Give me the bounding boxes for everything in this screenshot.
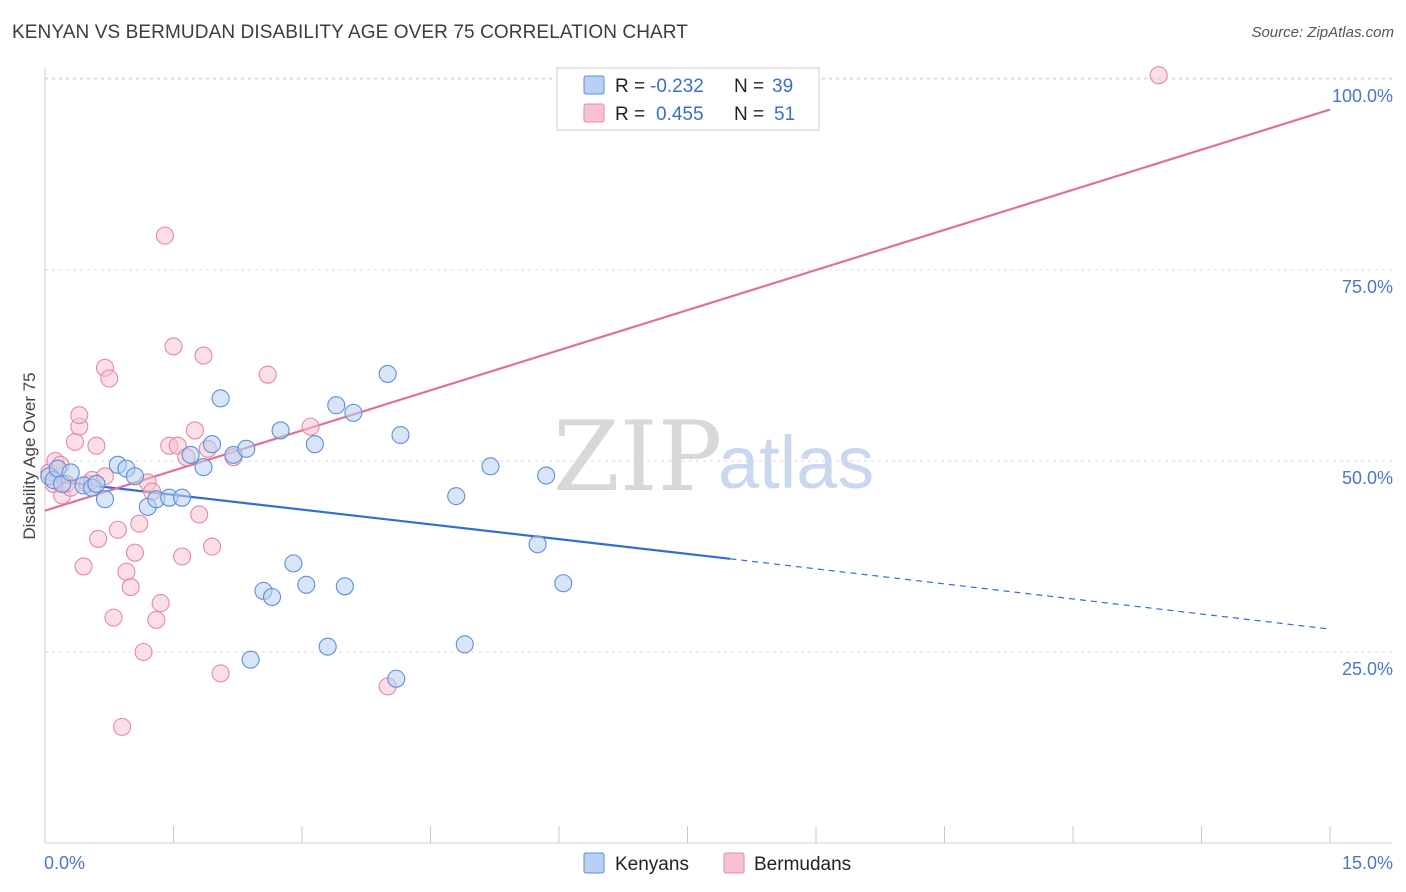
kenyan-point — [305, 435, 324, 454]
bermudans-legend-swatch — [583, 103, 605, 123]
watermark: ZIP atlas — [553, 401, 874, 513]
y-tick-label: 100.0% — [1332, 86, 1393, 106]
bermudan-point — [113, 717, 132, 736]
bermudans-series-swatch — [723, 852, 745, 874]
bermudan-point — [258, 365, 277, 384]
bermudan-point — [190, 505, 209, 524]
watermark-zip-text: ZIP — [553, 401, 722, 513]
kenyan-point — [387, 669, 406, 688]
bermudan-point — [121, 578, 140, 597]
axes — [44, 68, 1392, 844]
bermudan-point — [194, 346, 213, 365]
kenyan-point — [125, 467, 144, 486]
y-tick-label: 50.0% — [1342, 468, 1393, 488]
bermudan-point — [100, 369, 119, 388]
kenyan-point — [344, 403, 363, 422]
kenyan-point — [262, 587, 282, 607]
data-points — [40, 66, 1168, 736]
bermudan-point — [134, 642, 153, 662]
kenyan-point — [455, 635, 474, 654]
kenyans-legend-swatch — [583, 75, 605, 95]
kenyan-point — [237, 439, 256, 458]
kenyan-point — [181, 445, 200, 464]
kenyan-point — [528, 535, 547, 554]
kenyan-point — [271, 421, 290, 440]
bermudan-point — [203, 537, 222, 556]
kenyan-point — [61, 463, 80, 482]
bermudan-point — [87, 436, 106, 455]
x-tick-label: 0.0% — [44, 853, 85, 873]
bermudan-point — [211, 664, 230, 683]
source-credit: Source: ZipAtlas.com — [1251, 24, 1394, 41]
kenyan-point — [241, 650, 260, 669]
kenyan-point — [481, 457, 500, 476]
kenyan-point — [554, 574, 573, 593]
bermudan-trend-line — [44, 108, 1331, 512]
stats-legend: R = -0.232 N = 39 R = 0.455 N = 51 — [556, 67, 820, 131]
kenyan-point — [284, 554, 303, 573]
bermudan-point — [173, 547, 192, 566]
bermudans-r-label: R = — [615, 104, 645, 125]
kenyan-point — [537, 466, 556, 485]
bermudan-point — [70, 406, 89, 425]
bermudan-point — [117, 562, 136, 581]
tick-labels: 25.0% 50.0% 75.0% 100.0% 0.0% 15.0% — [44, 86, 1393, 873]
bermudan-point — [151, 594, 170, 613]
kenyan-point — [318, 637, 337, 656]
kenyan-point — [203, 435, 222, 454]
kenyan-point — [173, 488, 192, 507]
bermudan-point — [108, 520, 127, 539]
bermudan-point — [147, 610, 166, 629]
watermark-atlas-text: atlas — [718, 421, 874, 504]
bermudan-point — [1149, 66, 1168, 85]
bermudan-point — [164, 337, 183, 356]
kenyans-n-value: 39 — [772, 76, 793, 97]
bermudan-point — [65, 432, 85, 451]
kenyan-point — [194, 458, 213, 477]
kenyan-point — [87, 474, 106, 493]
bermudan-point — [125, 543, 144, 562]
bermudans-r-value: 0.455 — [656, 104, 704, 125]
kenyans-series-swatch — [583, 852, 605, 874]
kenyan-point — [335, 577, 354, 596]
chart-title: KENYAN VS BERMUDAN DISABILITY AGE OVER 7… — [12, 22, 688, 43]
y-axis-label: Disability Age Over 75 — [20, 372, 39, 539]
bermudans-n-label: N = — [734, 104, 764, 125]
bermudans-series-label: Bermudans — [754, 854, 851, 875]
kenyan-point — [297, 575, 316, 594]
kenyan-point — [391, 425, 410, 445]
grid-lines — [45, 77, 1392, 653]
kenyan-point — [211, 389, 230, 408]
kenyans-r-value: -0.232 — [650, 76, 704, 97]
kenyan-trend-extension — [730, 558, 1331, 630]
kenyans-series-label: Kenyans — [615, 854, 689, 875]
bermudan-point — [74, 557, 93, 576]
kenyan-point — [378, 364, 397, 383]
series-legend: Kenyans Bermudans — [583, 852, 851, 875]
bermudan-point — [130, 514, 149, 533]
bermudan-point — [89, 529, 108, 548]
kenyan-point — [95, 490, 115, 509]
kenyans-n-label: N = — [734, 76, 764, 97]
bermudan-point — [185, 421, 204, 440]
x-tick-label: 15.0% — [1342, 853, 1393, 873]
y-tick-label: 75.0% — [1342, 277, 1393, 297]
y-tick-label: 25.0% — [1342, 659, 1393, 679]
kenyan-point — [447, 487, 466, 506]
bermudan-point — [104, 608, 123, 627]
bermudans-n-value: 51 — [774, 104, 795, 125]
bermudan-point — [155, 226, 174, 245]
kenyans-r-label: R = — [615, 76, 645, 97]
trend-lines — [44, 108, 1331, 630]
kenyan-point — [327, 396, 346, 415]
bermudan-point — [301, 417, 320, 436]
